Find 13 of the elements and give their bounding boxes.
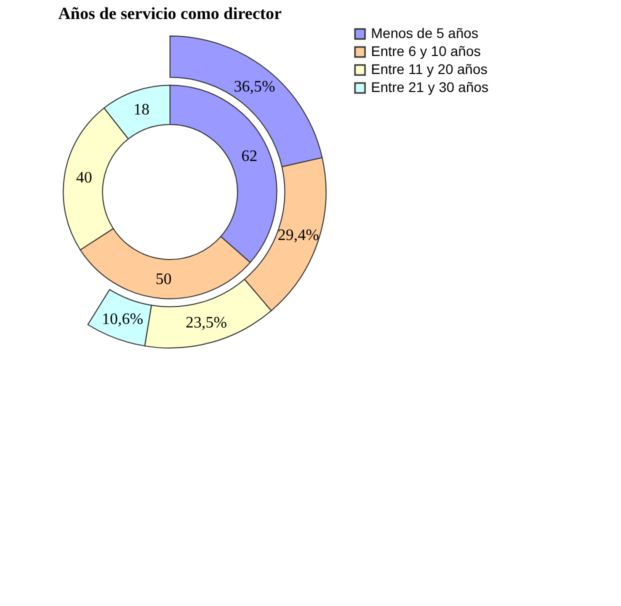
data-label: 10,6% — [102, 310, 144, 328]
legend-label: Entre 6 y 10 años — [371, 43, 481, 59]
data-label: 62 — [241, 148, 258, 166]
data-label: 40 — [76, 170, 92, 187]
data-label: 50 — [156, 270, 172, 288]
legend-label: Entre 11 y 20 años — [371, 61, 488, 77]
data-label: 36,5% — [234, 78, 276, 96]
chart-title: Años de servicio como director — [58, 4, 282, 23]
data-label: 18 — [134, 102, 150, 119]
legend-label: Entre 21 y 30 años — [371, 79, 489, 95]
data-label: 23,5% — [186, 314, 227, 332]
data-label: 29,4% — [278, 226, 320, 244]
legend-label: Menos de 5 años — [371, 25, 478, 41]
